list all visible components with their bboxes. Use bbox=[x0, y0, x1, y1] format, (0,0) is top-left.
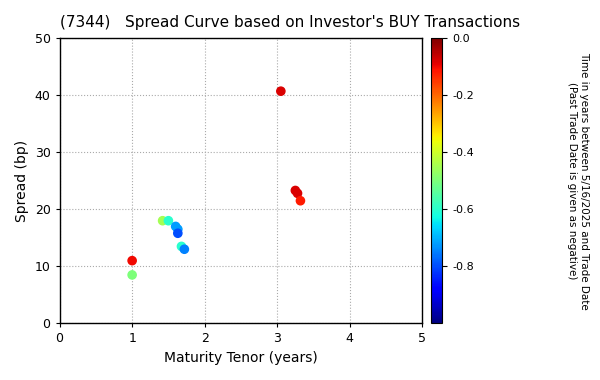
Point bbox=[173, 230, 182, 236]
Point bbox=[176, 243, 186, 249]
Point bbox=[179, 246, 189, 252]
Y-axis label: Time in years between 5/16/2025 and Trade Date
(Past Trade Date is given as nega: Time in years between 5/16/2025 and Trad… bbox=[568, 52, 589, 310]
Point bbox=[290, 187, 300, 193]
Point bbox=[127, 258, 137, 264]
Text: (7344)   Spread Curve based on Investor's BUY Transactions: (7344) Spread Curve based on Investor's … bbox=[59, 15, 520, 30]
Point bbox=[158, 218, 167, 224]
Point bbox=[293, 190, 302, 196]
Point bbox=[164, 218, 173, 224]
Point bbox=[171, 223, 181, 230]
Y-axis label: Spread (bp): Spread (bp) bbox=[15, 140, 29, 222]
X-axis label: Maturity Tenor (years): Maturity Tenor (years) bbox=[164, 351, 318, 365]
Point bbox=[173, 226, 182, 232]
Point bbox=[276, 88, 286, 94]
Point bbox=[127, 272, 137, 278]
Point bbox=[296, 198, 305, 204]
